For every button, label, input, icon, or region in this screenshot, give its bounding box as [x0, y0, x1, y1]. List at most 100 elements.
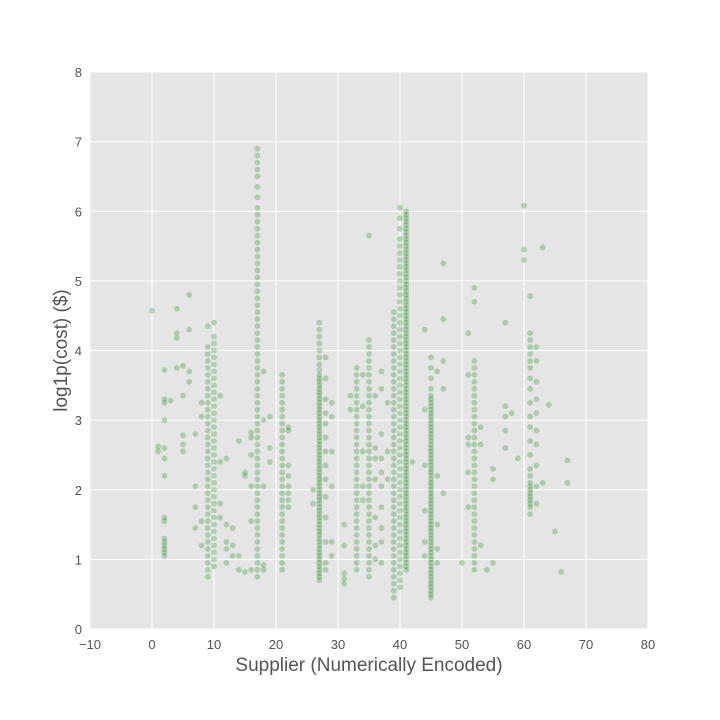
data-point	[471, 483, 478, 490]
data-point	[316, 559, 323, 566]
data-point	[316, 566, 323, 573]
data-point	[527, 375, 534, 382]
data-point	[266, 445, 273, 451]
data-point	[254, 406, 261, 413]
data-point	[428, 483, 434, 490]
data-point	[353, 392, 360, 399]
data-point	[403, 351, 410, 357]
data-point	[279, 518, 286, 524]
data-point	[161, 396, 168, 403]
data-point	[316, 438, 323, 444]
data-point	[397, 375, 403, 382]
data-point	[527, 424, 534, 430]
data-point	[204, 518, 211, 524]
data-point	[403, 222, 410, 229]
data-point	[471, 399, 478, 406]
data-point	[434, 521, 441, 528]
data-point	[341, 542, 348, 549]
data-point	[428, 511, 434, 518]
data-point	[229, 552, 236, 559]
data-point	[428, 424, 434, 430]
data-point	[527, 472, 534, 479]
data-point	[564, 479, 571, 486]
x-tick-label: 10	[207, 637, 221, 652]
data-point	[527, 493, 534, 500]
data-point	[428, 591, 434, 598]
data-point	[428, 365, 434, 371]
data-point	[471, 539, 478, 545]
data-point	[428, 500, 434, 507]
data-point	[471, 365, 478, 371]
data-point	[254, 455, 261, 462]
data-point	[403, 549, 410, 556]
data-point	[180, 392, 186, 399]
data-point	[390, 337, 397, 343]
data-point	[403, 465, 410, 472]
data-point	[316, 424, 323, 430]
data-point	[254, 166, 261, 173]
data-point	[217, 392, 224, 399]
data-point	[490, 465, 496, 472]
data-point	[564, 457, 571, 464]
data-point	[353, 441, 360, 448]
data-point	[403, 267, 410, 274]
data-point	[366, 399, 372, 406]
data-point	[279, 406, 286, 413]
data-point	[397, 382, 403, 389]
data-point	[353, 518, 360, 524]
data-point	[359, 497, 366, 504]
data-point	[279, 371, 286, 378]
data-point	[390, 385, 397, 392]
data-point	[180, 441, 186, 448]
data-point	[192, 431, 199, 437]
data-point	[397, 243, 403, 249]
data-point	[403, 333, 410, 340]
data-point	[471, 497, 478, 504]
data-point	[322, 566, 329, 573]
data-point	[316, 535, 323, 542]
data-point	[223, 455, 230, 462]
data-point	[378, 469, 385, 476]
data-point	[254, 159, 261, 166]
data-point	[403, 211, 410, 218]
data-point	[254, 204, 261, 211]
data-point	[397, 556, 403, 563]
data-point	[390, 469, 397, 476]
data-point	[384, 399, 391, 406]
data-point	[204, 462, 211, 469]
data-point	[248, 518, 255, 524]
data-point	[211, 347, 217, 354]
data-point	[316, 413, 323, 420]
data-point	[471, 434, 478, 441]
data-point	[217, 514, 224, 521]
data-point	[397, 271, 403, 277]
data-point	[397, 225, 403, 232]
data-point	[316, 378, 323, 385]
data-point	[397, 236, 403, 243]
data-point	[353, 462, 360, 469]
data-point	[366, 462, 372, 469]
data-point	[322, 462, 329, 469]
data-point	[527, 399, 534, 406]
data-point	[366, 448, 372, 455]
data-point	[211, 375, 217, 382]
data-point	[173, 305, 180, 312]
data-point	[403, 246, 410, 253]
data-point	[322, 396, 329, 403]
data-point	[527, 344, 534, 350]
data-point	[322, 410, 329, 417]
data-point	[254, 194, 261, 201]
data-point	[508, 410, 515, 417]
data-point	[204, 385, 211, 392]
data-point	[403, 382, 410, 389]
data-point	[397, 277, 403, 284]
data-point	[316, 525, 323, 531]
data-point	[527, 438, 534, 444]
data-point	[390, 323, 397, 330]
data-point	[397, 361, 403, 368]
data-point	[279, 539, 286, 545]
data-point	[316, 521, 323, 528]
data-point	[353, 525, 360, 531]
data-point	[502, 445, 509, 451]
data-point	[366, 518, 372, 524]
